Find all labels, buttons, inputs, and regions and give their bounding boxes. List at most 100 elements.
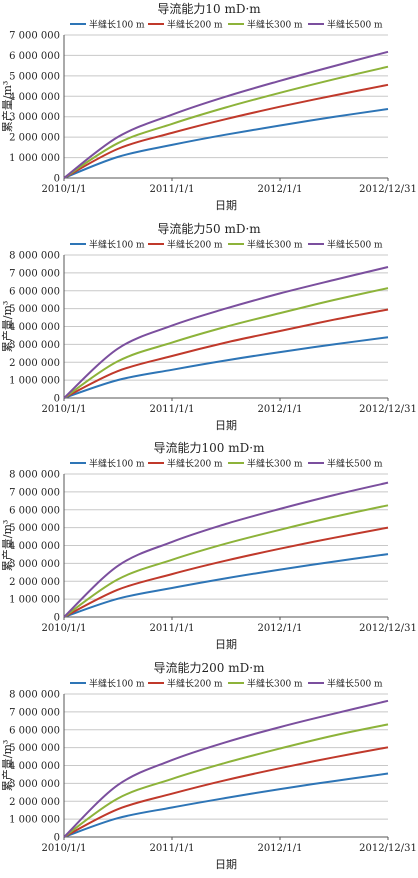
y-tick-label: 0 xyxy=(54,174,60,185)
x-tick-label: 2012/12/31 xyxy=(359,843,417,854)
series-line-1 xyxy=(63,308,389,399)
chart-title: 导流能力10 mD·m xyxy=(157,2,261,16)
y-axis-label: 累产量/m³ xyxy=(0,300,14,352)
legend-label: 半缝长100 m xyxy=(89,238,145,250)
y-axis-label: 累产量/m³ xyxy=(0,739,14,791)
y-tick-label: 2 000 000 xyxy=(9,796,60,807)
y-tick-label: 1 000 000 xyxy=(9,595,60,606)
x-tick-label: 2012/12/31 xyxy=(359,623,417,634)
series-line-3 xyxy=(63,481,389,618)
y-tick-label: 6 000 000 xyxy=(9,725,60,736)
legend-label: 半缝长500 m xyxy=(327,677,383,689)
y-tick-label: 3 000 000 xyxy=(9,559,60,570)
y-tick-label: 6 000 000 xyxy=(9,51,60,62)
legend-label: 半缝长200 m xyxy=(167,238,223,250)
y-tick-label: 4 000 000 xyxy=(9,761,60,772)
y-tick-label: 6 000 000 xyxy=(9,286,60,297)
x-tick-label: 2011/1/1 xyxy=(150,184,195,195)
chart-1: 导流能力50 mD·m 半缝长100 m 半缝长200 m 半缝长300 m 半缝长50… xyxy=(0,222,417,432)
x-tick-label: 2012/1/1 xyxy=(258,843,303,854)
y-tick-label: 3 000 000 xyxy=(9,112,60,123)
legend-label: 半缝长200 m xyxy=(167,19,223,31)
y-tick-label: 1 000 000 xyxy=(9,153,60,164)
legend-label: 半缝长200 m xyxy=(167,677,223,689)
x-axis-label: 日期 xyxy=(215,638,237,651)
series-line-0 xyxy=(63,108,389,179)
chart-title: 导流能力200 mD·m xyxy=(154,661,266,675)
x-tick-label: 2011/1/1 xyxy=(150,843,195,854)
series-line-0 xyxy=(63,335,389,399)
x-tick-label: 2010/1/1 xyxy=(42,184,87,195)
y-tick-label: 8 000 000 xyxy=(9,689,60,700)
y-tick-label: 4 000 000 xyxy=(9,322,60,333)
x-axis-label: 日期 xyxy=(215,419,237,432)
y-tick-label: 0 xyxy=(54,613,60,624)
y-tick-label: 8 000 000 xyxy=(9,250,60,261)
y-tick-label: 8 000 000 xyxy=(9,470,60,481)
y-tick-label: 7 000 000 xyxy=(9,487,60,498)
chart-title: 导流能力100 mD·m xyxy=(154,441,266,455)
legend-label: 半缝长300 m xyxy=(247,458,303,470)
y-tick-label: 2 000 000 xyxy=(9,133,60,144)
x-tick-label: 2012/1/1 xyxy=(258,404,303,415)
legend-label: 半缝长100 m xyxy=(89,677,145,689)
legend-label: 半缝长300 m xyxy=(247,19,303,31)
legend-label: 半缝长500 m xyxy=(327,458,383,470)
chart-0: 导流能力10 mD·m 半缝长100 m 半缝长200 m 半缝长300 m 半缝长50… xyxy=(0,2,417,212)
y-tick-label: 1 000 000 xyxy=(9,814,60,825)
x-tick-label: 2011/1/1 xyxy=(150,404,195,415)
legend-label: 半缝长100 m xyxy=(89,19,145,31)
y-tick-label: 6 000 000 xyxy=(9,505,60,516)
y-tick-label: 2 000 000 xyxy=(9,577,60,588)
x-tick-label: 2010/1/1 xyxy=(42,623,87,634)
x-tick-label: 2010/1/1 xyxy=(42,843,87,854)
y-tick-label: 7 000 000 xyxy=(9,707,60,718)
y-tick-label: 5 000 000 xyxy=(9,304,60,315)
series-line-1 xyxy=(63,526,389,618)
x-tick-label: 2012/1/1 xyxy=(258,623,303,634)
y-tick-label: 5 000 000 xyxy=(9,523,60,534)
legend-label: 半缝长300 m xyxy=(247,677,303,689)
x-axis-label: 日期 xyxy=(215,199,237,212)
series-line-0 xyxy=(63,553,389,618)
x-tick-label: 2012/12/31 xyxy=(359,184,417,195)
y-tick-label: 0 xyxy=(54,832,60,843)
legend-label: 半缝长100 m xyxy=(89,458,145,470)
series-line-2 xyxy=(63,65,389,179)
y-axis-label: 累产量/m³ xyxy=(0,81,14,133)
chart-3: 导流能力200 mD·m 半缝长100 m 半缝长200 m 半缝长300 m 半缝长5… xyxy=(0,661,417,871)
y-tick-label: 5 000 000 xyxy=(9,71,60,82)
series-line-1 xyxy=(63,745,389,838)
series-line-0 xyxy=(63,772,389,838)
y-tick-label: 7 000 000 xyxy=(9,268,60,279)
series-line-2 xyxy=(63,286,389,399)
legend-label: 半缝长300 m xyxy=(247,238,303,250)
y-tick-label: 2 000 000 xyxy=(9,357,60,368)
chart-2: 导流能力100 mD·m 半缝长100 m 半缝长200 m 半缝长300 m 半缝长5… xyxy=(0,441,417,651)
chart-title: 导流能力50 mD·m xyxy=(157,222,261,236)
y-tick-label: 3 000 000 xyxy=(9,339,60,350)
x-tick-label: 2012/12/31 xyxy=(359,404,417,415)
x-axis-label: 日期 xyxy=(215,858,237,871)
y-axis-label: 累产量/m³ xyxy=(0,520,14,572)
series-line-3 xyxy=(63,265,389,399)
legend-label: 半缝长500 m xyxy=(327,19,383,31)
series-line-2 xyxy=(63,504,389,618)
y-tick-label: 4 000 000 xyxy=(9,541,60,552)
y-tick-label: 7 000 000 xyxy=(9,31,60,42)
series-line-1 xyxy=(63,83,389,179)
y-tick-label: 4 000 000 xyxy=(9,92,60,103)
legend-label: 半缝长500 m xyxy=(327,238,383,250)
series-line-2 xyxy=(63,722,389,838)
y-tick-label: 3 000 000 xyxy=(9,778,60,789)
x-tick-label: 2010/1/1 xyxy=(42,404,87,415)
series-line-3 xyxy=(63,50,389,179)
y-tick-label: 5 000 000 xyxy=(9,743,60,754)
y-tick-label: 0 xyxy=(54,393,60,404)
x-tick-label: 2012/1/1 xyxy=(258,184,303,195)
series-line-3 xyxy=(63,699,389,838)
y-tick-label: 1 000 000 xyxy=(9,375,60,386)
legend-label: 半缝长200 m xyxy=(167,458,223,470)
x-tick-label: 2011/1/1 xyxy=(150,623,195,634)
